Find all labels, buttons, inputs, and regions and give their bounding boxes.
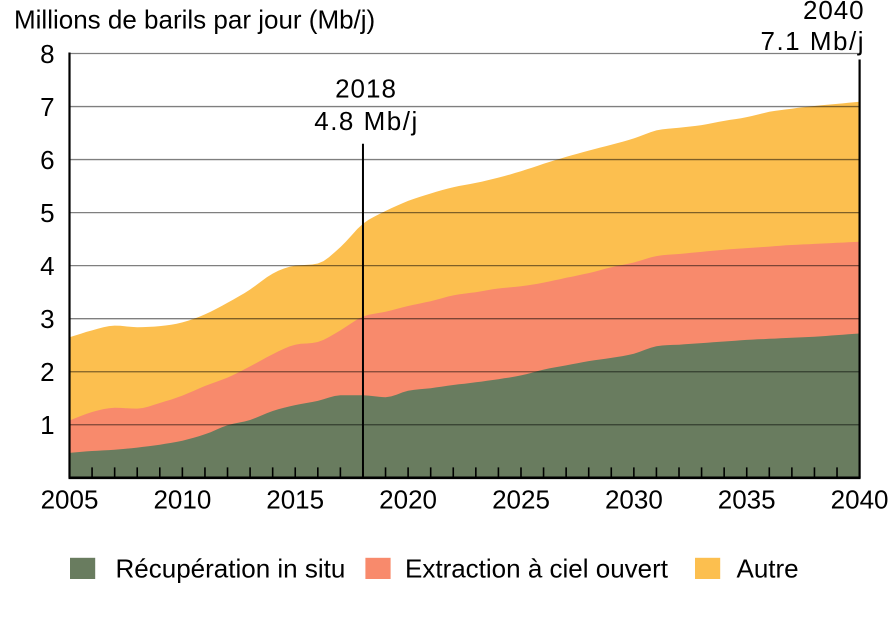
svg-text:Récupération in situ: Récupération in situ: [116, 554, 346, 584]
svg-text:6: 6: [40, 145, 54, 175]
svg-text:Autre: Autre: [737, 554, 799, 584]
svg-text:2: 2: [40, 357, 54, 387]
svg-text:2040: 2040: [803, 0, 864, 25]
svg-text:2030: 2030: [605, 484, 663, 514]
svg-text:2015: 2015: [266, 484, 324, 514]
svg-text:7: 7: [40, 92, 54, 122]
svg-text:8: 8: [40, 39, 54, 69]
svg-text:4.8 Mb/j: 4.8 Mb/j: [314, 106, 419, 136]
svg-text:Extraction à ciel ouvert: Extraction à ciel ouvert: [405, 554, 669, 584]
svg-text:2040: 2040: [831, 484, 889, 514]
svg-text:2020: 2020: [379, 484, 437, 514]
svg-text:1: 1: [40, 410, 54, 440]
svg-text:5: 5: [40, 198, 54, 228]
svg-text:3: 3: [40, 304, 54, 334]
svg-text:2010: 2010: [153, 484, 211, 514]
svg-text:2005: 2005: [41, 484, 99, 514]
svg-text:Millions de barils par jour (M: Millions de barils par jour (Mb/j): [14, 5, 375, 35]
svg-text:4: 4: [40, 251, 54, 281]
svg-text:2035: 2035: [718, 484, 776, 514]
svg-text:2025: 2025: [492, 484, 550, 514]
svg-text:2018: 2018: [335, 74, 397, 104]
svg-text:7.1 Mb/j: 7.1 Mb/j: [761, 26, 866, 56]
